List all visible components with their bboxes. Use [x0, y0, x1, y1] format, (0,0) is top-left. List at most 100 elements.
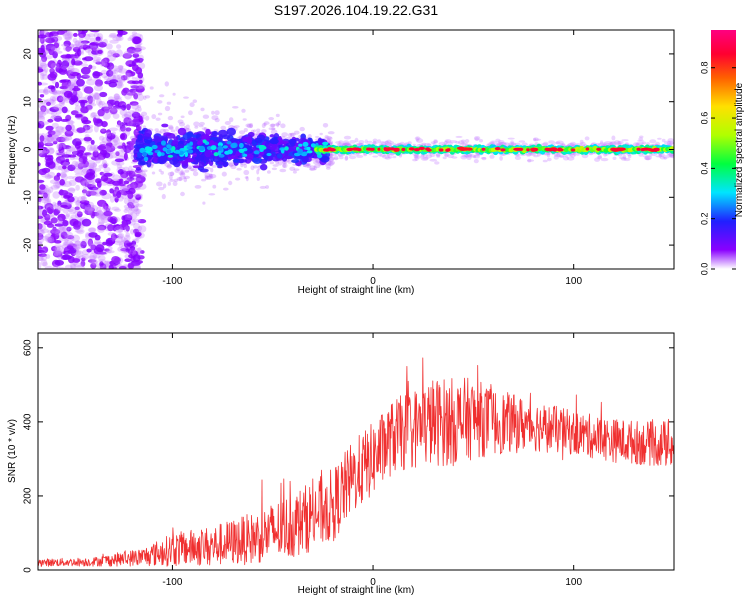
spectrogram-cell — [54, 259, 64, 266]
spectrogram-cell — [198, 161, 205, 169]
spectrogram-cell — [666, 140, 674, 145]
spectrogram-cell — [433, 140, 439, 144]
spectrogram-cell — [56, 172, 61, 177]
spectrogram-xlabel: Height of straight line (km) — [298, 285, 415, 296]
spectrogram-cell — [126, 92, 136, 96]
spectrogram-cell — [131, 33, 142, 38]
spectrogram-cell — [131, 76, 137, 80]
spectrogram-cell — [293, 130, 300, 135]
spectrogram-cell — [529, 152, 536, 155]
spectrogram-cell — [105, 145, 116, 153]
spectrogram-cell — [55, 50, 63, 54]
spectrogram-cell — [133, 130, 140, 135]
spectrogram-cell — [90, 262, 97, 269]
spectrogram-cell — [126, 213, 133, 219]
spectrogram-cell — [198, 145, 205, 151]
spectrogram-cell — [553, 152, 559, 156]
snr-xtick-label: -100 — [162, 577, 182, 588]
spectrogram-cell — [53, 181, 61, 189]
spectrogram-cell — [81, 238, 89, 246]
spectrogram-cell — [76, 228, 85, 235]
spectrogram-cell — [118, 66, 124, 71]
spectrogram-cell — [161, 140, 166, 146]
spectrogram-cell — [434, 161, 440, 165]
spectrogram-cell — [481, 157, 487, 161]
spectrogram-cell — [134, 233, 141, 238]
spectrogram-cell — [127, 119, 133, 127]
spectrogram-cell — [114, 68, 123, 72]
spectrogram-cell — [305, 163, 310, 166]
spectrogram-cell — [168, 126, 174, 130]
spectrogram-cell — [211, 115, 219, 121]
spectrogram-cell — [233, 125, 240, 128]
spectrogram-cell — [460, 154, 468, 160]
spectrogram-cell — [38, 205, 44, 210]
spectrogram-cell — [38, 148, 43, 157]
spectrogram-cell — [58, 190, 69, 196]
spectrogram-cell — [103, 166, 111, 173]
spectrogram-cell — [293, 168, 300, 171]
spectrogram-cell — [106, 132, 112, 137]
spectrogram-cell — [339, 156, 344, 160]
spectrogram-cell — [388, 156, 393, 159]
spectrogram-cell — [566, 156, 575, 161]
spectrogram-cell — [166, 149, 172, 154]
spectrogram-cell — [338, 154, 343, 157]
spectrogram-cell — [92, 187, 98, 192]
spectrogram-cell — [228, 180, 233, 186]
spectrogram-cell — [98, 164, 105, 169]
spectrogram-cell — [67, 175, 74, 180]
spectrogram-cell — [445, 140, 449, 143]
spectrogram-cell — [66, 245, 74, 250]
spectrogram-cell — [156, 181, 163, 187]
spectrogram-cell — [83, 136, 92, 142]
spectrogram-cell — [113, 93, 120, 100]
spectrogram-cell — [288, 132, 293, 138]
spectrogram-cell — [62, 241, 70, 247]
spectrogram-cell — [49, 106, 60, 113]
colorbar-tick-label: 0.0 — [699, 263, 709, 276]
spectrogram-cell — [58, 101, 65, 107]
spectrogram-cell — [129, 141, 136, 146]
spectrogram-cell — [46, 135, 54, 142]
spectrogram-cell — [117, 68, 128, 74]
spectrogram-cell — [534, 138, 541, 141]
spectrogram-cell — [642, 155, 650, 158]
spectrogram-cell — [68, 179, 77, 186]
spectrogram-cell — [100, 180, 108, 186]
spectrogram-cell — [649, 139, 657, 144]
spectrogram-cell — [210, 167, 214, 173]
spectrogram-cell — [139, 140, 145, 149]
spectrogram-cell — [167, 154, 174, 158]
spectrogram-cell — [69, 71, 80, 77]
spectrogram-cell — [86, 144, 93, 152]
spectrogram-cell — [138, 130, 144, 134]
spectrogram-cell — [244, 176, 249, 179]
spectrogram-cell — [594, 157, 601, 162]
spectrogram-cell — [301, 155, 309, 163]
spectrogram-cell — [132, 182, 136, 186]
spectrogram-cell — [100, 128, 106, 132]
spectrogram-marks — [38, 30, 674, 269]
spectrogram-cell — [64, 58, 71, 62]
spectrogram-cell — [95, 58, 101, 65]
spectrogram-cell — [126, 242, 133, 247]
spectrogram-cell — [61, 60, 70, 69]
spectrogram-cell — [335, 141, 342, 144]
spectrogram-cell — [74, 240, 81, 247]
spectrogram-cell — [189, 167, 195, 171]
spectrogram-cell — [40, 30, 45, 33]
spectrogram-cell — [64, 36, 72, 42]
spectrogram-cell — [88, 97, 93, 105]
spectrogram-cell — [125, 127, 132, 132]
spectrogram-cell — [507, 137, 515, 140]
spectrogram-cell — [192, 152, 197, 158]
spectrogram-cell — [42, 209, 48, 217]
spectrogram-cell — [137, 91, 143, 96]
spectrogram-cell — [123, 225, 130, 233]
spectrogram-cell — [526, 148, 530, 152]
spectrogram-cell — [97, 225, 106, 233]
spectrogram-cell — [117, 232, 125, 239]
spectrogram-cell — [51, 105, 59, 110]
spectrogram-cell — [38, 236, 44, 244]
